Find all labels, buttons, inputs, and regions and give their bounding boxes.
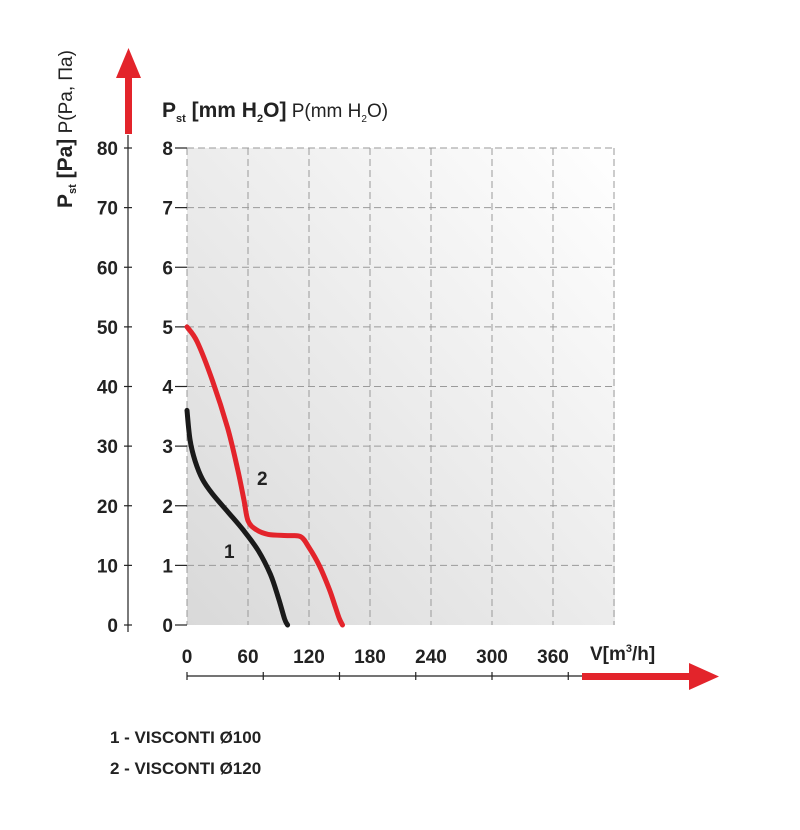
mm-tick-label: 5 — [162, 318, 173, 339]
legend-item-1: 1 - VISCONTI Ø100 — [110, 728, 262, 747]
pa-tick-label: 80 — [97, 139, 118, 160]
x-axis-arrow — [582, 663, 719, 690]
mm-tick-label: 3 — [162, 437, 173, 458]
x-tick-label: 180 — [354, 647, 386, 668]
x-tick-label: 240 — [415, 647, 447, 668]
y-axis-title-mm-unit-end: O] — [263, 99, 286, 122]
pa-tick-label: 40 — [97, 378, 118, 399]
mm-tick-label: 6 — [162, 258, 173, 279]
legend-item-2: 2 - VISCONTI Ø120 — [110, 759, 262, 778]
series-label-2: 2 — [257, 469, 268, 490]
mm-tick-label: 2 — [162, 497, 173, 518]
x-tick-label: 360 — [537, 647, 569, 668]
y-axis-title-pa-rest: P(Pa, Па) — [56, 50, 77, 139]
y-axis-title-pa-sub: st — [67, 184, 79, 194]
pa-tick-label: 0 — [107, 616, 118, 637]
y-axis-title-mm-main: P — [162, 99, 176, 122]
curve-series-1 — [184, 407, 291, 628]
pa-tick-label: 50 — [97, 318, 118, 339]
y-axis-title-pa-main: P — [54, 194, 77, 208]
series-label-1: 1 — [224, 542, 235, 563]
mm-tick-label: 0 — [162, 616, 173, 637]
pa-tick-label: 10 — [97, 556, 118, 577]
mm-tick-label: 1 — [162, 556, 173, 577]
curves — [184, 324, 345, 628]
y-axis-title-mm-rest-sub: 2 — [361, 114, 367, 125]
y-axis-title-mm: Pst [mm H2O] P(mm H2O) — [162, 99, 388, 125]
x-axis-title-end: /h] — [632, 644, 655, 665]
pa-tick-label: 70 — [97, 199, 118, 220]
y-axis-title-mm-rest: P(mm H — [286, 101, 361, 122]
y-axis-title-mm-sub2: 2 — [257, 113, 263, 125]
pa-tick-label: 60 — [97, 258, 118, 279]
pa-tick-label: 20 — [97, 497, 118, 518]
x-axis-title-main: V[m — [590, 644, 626, 665]
x-axis-title: V[m3/h] — [590, 643, 655, 665]
y-axis-title-mm-rest-end: O) — [367, 101, 388, 122]
mm-tick-label: 7 — [162, 199, 173, 220]
x-axis-title-sup: 3 — [626, 643, 632, 655]
y-axis-title-mm-sub: st — [176, 113, 186, 125]
axes — [124, 135, 582, 680]
mm-tick-label: 4 — [162, 378, 173, 399]
x-tick-label: 0 — [182, 647, 193, 668]
y-axis-title-mm-unit: [mm H — [186, 99, 257, 122]
pa-tick-label: 30 — [97, 437, 118, 458]
y-axis-title-pa-unit: [Pa] — [54, 139, 77, 185]
y-axis-title-pa: Pst [Pa] P(Pa, Па) — [54, 50, 79, 208]
mm-tick-label: 8 — [162, 139, 173, 160]
x-tick-label: 60 — [237, 647, 258, 668]
x-tick-label: 300 — [476, 647, 508, 668]
x-tick-label: 120 — [293, 647, 325, 668]
curve-series-2 — [184, 324, 345, 628]
y-axis-arrow — [116, 48, 141, 134]
